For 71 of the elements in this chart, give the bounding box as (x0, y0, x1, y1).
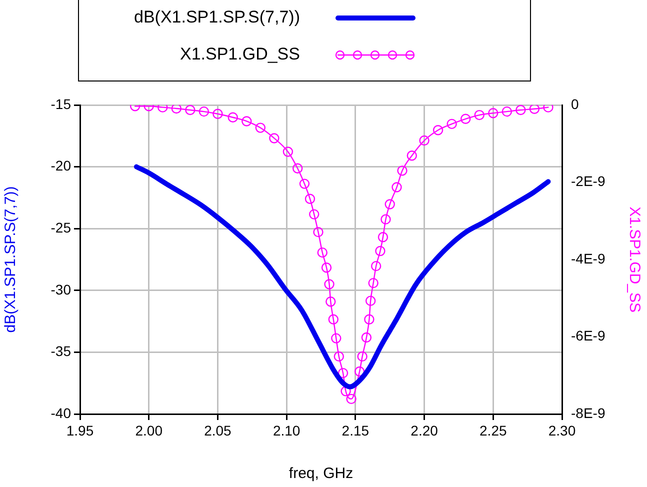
point (488, 108, 498, 118)
point (171, 105, 182, 114)
x-axis-title: freq, GHz (288, 465, 354, 482)
y-tick-label: -30 (50, 281, 72, 298)
point (384, 199, 395, 210)
point (269, 133, 280, 144)
point (328, 314, 338, 324)
point (334, 351, 344, 362)
point (432, 125, 444, 136)
point (212, 108, 223, 119)
point (185, 105, 196, 116)
y2-tick-label: -6E-9 (571, 328, 606, 344)
point (368, 278, 378, 288)
point (378, 232, 388, 242)
point (365, 296, 376, 306)
point (304, 194, 316, 204)
point (397, 166, 408, 176)
point (460, 114, 471, 124)
point (338, 368, 348, 378)
point (370, 260, 382, 272)
point (313, 226, 324, 238)
point (317, 247, 328, 258)
x-tick-label: 2.30 (548, 422, 576, 438)
point (516, 105, 526, 116)
y2-tick-label: 0 (571, 96, 579, 112)
point (364, 314, 374, 324)
x-tick-label: 2.10 (272, 422, 300, 438)
y-tick-label: -35 (50, 343, 72, 360)
point (357, 351, 368, 362)
point (299, 178, 310, 189)
x-tick-label: 2.05 (204, 422, 232, 438)
y2-tick-label: -4E-9 (571, 250, 606, 266)
point (340, 386, 351, 396)
x-tick-label: 2.20 (410, 422, 438, 438)
point (228, 112, 238, 122)
point (326, 296, 336, 307)
point (354, 366, 365, 377)
legend-label: X1.SP1.GD_SS (180, 44, 300, 64)
x-tick-label: 2.15 (342, 422, 370, 438)
legend-label: dB(X1.SP1.SP.S(7,7)) (134, 8, 300, 27)
point (392, 182, 402, 192)
x-tick-label: 2.00 (135, 422, 163, 438)
y2-tick-label: -8E-9 (571, 404, 606, 421)
point (324, 279, 334, 290)
x-tick-label: 2.25 (480, 422, 507, 438)
point (446, 118, 457, 130)
point (419, 135, 430, 146)
y-tick-label: -40 (50, 404, 72, 421)
y-tick-label: -20 (50, 158, 72, 174)
x-tick-label: 1.95 (66, 422, 94, 438)
point (502, 106, 512, 117)
point (321, 262, 332, 273)
point (380, 214, 391, 224)
point (474, 110, 484, 120)
y-tick-label: -15 (50, 96, 72, 112)
y-axis-title: dB(X1.SP1.SP.S(7,7)) (2, 186, 20, 333)
point (361, 332, 372, 343)
y2-axis-title: X1.SP1.GD_SS (626, 206, 643, 312)
point (282, 146, 294, 157)
point (406, 150, 417, 161)
point (331, 333, 342, 344)
y2-tick-label: -2E-9 (571, 173, 606, 190)
point (529, 105, 540, 114)
point (255, 122, 266, 133)
point (375, 246, 386, 256)
point (242, 116, 252, 126)
point (309, 209, 320, 220)
y-tick-label: -25 (50, 219, 72, 236)
point (198, 106, 210, 117)
point (346, 394, 356, 404)
point (292, 163, 303, 174)
